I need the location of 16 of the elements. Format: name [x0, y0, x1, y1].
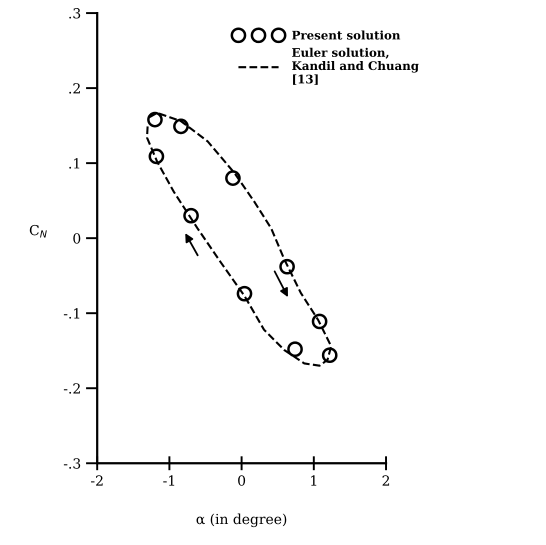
y-tick-label: 0: [73, 233, 80, 244]
y-tick-label: .1: [69, 158, 80, 169]
y-tick-label: -.1: [64, 308, 80, 319]
x-tick-label: 1: [311, 475, 316, 486]
x-axis-title: α (in degree): [196, 513, 286, 528]
x-tick-label: 0: [238, 475, 246, 486]
legend-label: Present solution: [292, 30, 400, 40]
x-tick-label: -2: [91, 475, 103, 486]
y-tick-label: -.3: [64, 458, 80, 469]
y-tick-label: .3: [69, 8, 80, 19]
y-tick-label: .2: [69, 83, 80, 94]
x-tick-label: -1: [163, 475, 174, 486]
x-tick-label: 2: [382, 475, 390, 486]
y-tick-label: -.2: [64, 383, 80, 394]
y-axis-title: C$_{N}$: [30, 224, 47, 238]
legend-label: Euler solution, Kandil and Chuang [13]: [292, 48, 419, 85]
